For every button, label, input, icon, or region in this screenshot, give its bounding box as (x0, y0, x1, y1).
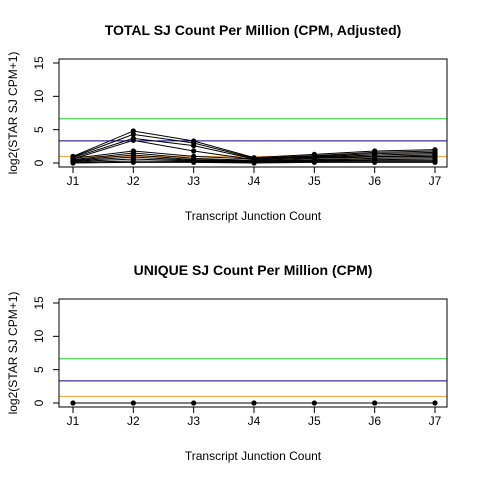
y-tick-label: 5 (32, 366, 46, 373)
y-tick-label: 10 (32, 89, 46, 103)
data-point-3-2 (191, 148, 197, 154)
x-tick-label: J4 (248, 414, 261, 428)
y-tick-label: 0 (32, 399, 46, 406)
chart-title: TOTAL SJ Count Per Million (CPM, Adjuste… (105, 22, 402, 38)
data-point-0-1 (130, 400, 136, 406)
data-point-0-2 (191, 400, 197, 406)
y-tick-label: 5 (32, 126, 46, 133)
x-tick-label: J1 (67, 174, 80, 188)
data-point-1-1 (130, 131, 136, 137)
data-point-10-1 (130, 159, 136, 165)
data-point-3-1 (130, 137, 136, 143)
x-axis-label: Transcript Junction Count (185, 449, 322, 463)
plot-frame (58, 298, 448, 408)
x-tick-label: J1 (67, 414, 80, 428)
x-tick-label: J5 (308, 414, 321, 428)
x-tick-label: J2 (127, 414, 140, 428)
data-point-10-2 (191, 159, 197, 165)
plot-frame (58, 58, 448, 168)
data-point-0-4 (311, 400, 317, 406)
x-tick-label: J7 (429, 414, 442, 428)
x-axis-label: Transcript Junction Count (185, 209, 322, 223)
data-point-10-4 (311, 159, 317, 165)
total-sj-chart: TOTAL SJ Count Per Million (CPM, Adjuste… (6, 22, 448, 223)
x-tick-label: J2 (127, 174, 140, 188)
y-tick-label: 0 (32, 159, 46, 166)
data-point-10-6 (432, 159, 438, 165)
unique-sj-chart: UNIQUE SJ Count Per Million (CPM) 0 5 10 15 J… (6, 262, 448, 463)
x-tick-label: J3 (187, 174, 200, 188)
data-point-10-5 (372, 159, 378, 165)
x-tick-label: J4 (248, 174, 261, 188)
data-point-10-0 (70, 160, 76, 166)
x-tick-label: J6 (368, 174, 381, 188)
y-tick-label: 15 (32, 296, 46, 310)
data-point-10-3 (251, 160, 257, 166)
data-point-0-6 (432, 400, 438, 406)
y-tick-label: 15 (32, 56, 46, 70)
data-point-2-2 (191, 143, 197, 149)
y-axis-label: log2(STAR SJ CPM+1) (6, 52, 20, 175)
chart-title: UNIQUE SJ Count Per Million (CPM) (134, 262, 373, 278)
x-tick-label: J3 (187, 414, 200, 428)
x-tick-label: J7 (429, 174, 442, 188)
data-point-0-0 (70, 400, 76, 406)
data-point-0-5 (372, 400, 378, 406)
x-tick-label: J5 (308, 174, 321, 188)
data-point-0-3 (251, 400, 257, 406)
y-tick-label: 10 (32, 329, 46, 343)
y-axis-label: log2(STAR SJ CPM+1) (6, 292, 20, 415)
x-tick-label: J6 (368, 414, 381, 428)
